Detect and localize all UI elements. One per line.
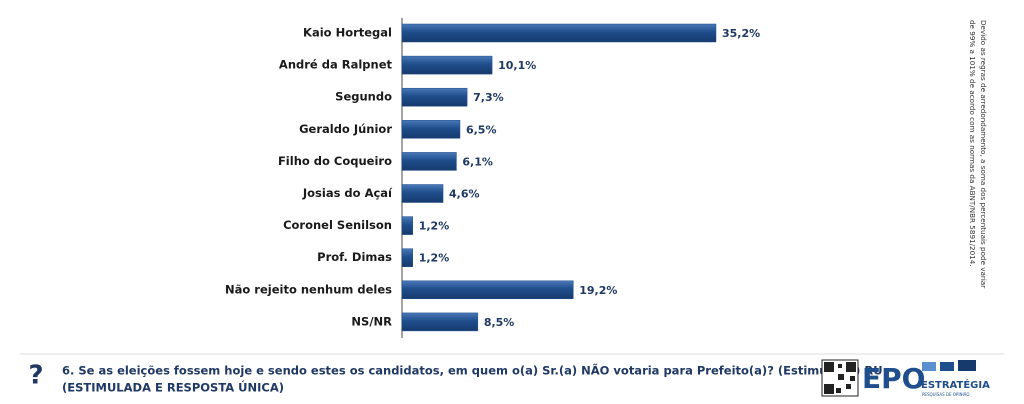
category-label: Coronel Senilson: [283, 218, 392, 232]
bar: [401, 248, 413, 267]
value-label: 1,2%: [419, 252, 450, 265]
question-line: 6. Se as eleições fossem hoje e sendo es…: [62, 363, 883, 378]
category-label: Josias do Açaí: [302, 186, 393, 200]
logo-name: EPO: [862, 362, 925, 395]
category-label: Prof. Dimas: [317, 250, 392, 264]
category-label: Segundo: [335, 90, 392, 104]
value-label: 6,5%: [466, 123, 497, 136]
logo-block: [940, 362, 954, 371]
bars: Kaio Hortegal 35,2% André da Ralpnet 10,1% S…: [225, 23, 760, 332]
bar: [401, 216, 413, 235]
bar: [401, 87, 468, 107]
question-icon: ?: [28, 361, 43, 391]
note-line: Devido as regras de arredondamento, a so…: [979, 20, 988, 288]
bar: [401, 23, 717, 43]
value-label: 35,2%: [722, 27, 760, 40]
bar: [401, 184, 444, 203]
bar: [401, 312, 479, 332]
value-label: 1,2%: [419, 220, 450, 233]
value-label: 4,6%: [449, 188, 480, 201]
value-label: 8,5%: [484, 316, 515, 329]
value-label: 10,1%: [498, 59, 536, 72]
logo-subtitle: ESTRATÉGIA: [921, 378, 990, 391]
note-line: de 99% a 101% de acordo com as normas da…: [968, 20, 977, 267]
logo-tagline: PESQUISAS DE OPINIÃO: [922, 392, 970, 397]
bar: [401, 280, 574, 300]
category-label: Não rejeito nenhum deles: [225, 282, 392, 296]
category-label: Kaio Hortegal: [303, 26, 392, 40]
logo-block: [958, 360, 976, 371]
bar: [401, 120, 461, 139]
category-label: Geraldo Júnior: [299, 122, 392, 136]
logo-block: [922, 362, 936, 371]
question-line: (ESTIMULADA E RESPOSTA ÚNICA): [62, 380, 284, 395]
category-label: NS/NR: [351, 314, 392, 328]
value-label: 19,2%: [579, 284, 617, 297]
value-label: 6,1%: [462, 155, 493, 168]
category-label: Filho do Coqueiro: [278, 154, 392, 168]
value-label: 7,3%: [473, 91, 504, 104]
bar: [401, 152, 457, 171]
qr-code: [821, 359, 859, 397]
category-label: André da Ralpnet: [279, 58, 393, 72]
bar: [401, 55, 493, 75]
